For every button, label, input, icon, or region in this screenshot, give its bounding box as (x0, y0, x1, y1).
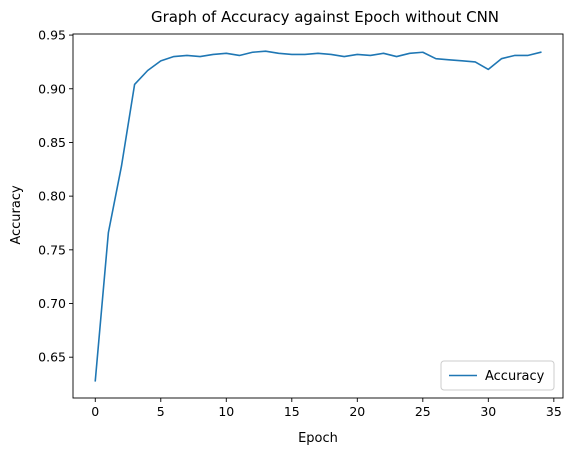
y-tick-label: 0.65 (38, 350, 66, 365)
x-tick-label: 20 (349, 404, 365, 419)
series-line-accuracy (94, 50, 542, 382)
x-tick-label: 0 (91, 404, 99, 419)
plot-area: 0 5 10 15 20 25 30 35 0.65 0.70 0.75 0.80 0.85 0.90 0.… (38, 28, 564, 419)
x-tick-label: 5 (157, 404, 165, 419)
x-tick-label: 25 (415, 404, 431, 419)
x-tick-label: 35 (546, 404, 562, 419)
chart-title: Graph of Accuracy against Epoch without … (151, 8, 499, 26)
legend: Accuracy (440, 360, 555, 391)
y-axis-label: Accuracy (9, 185, 24, 245)
y-tick-label: 0.95 (38, 28, 66, 43)
x-tick-label: 30 (480, 404, 496, 419)
x-tick-label: 15 (284, 404, 300, 419)
legend-box (440, 360, 555, 391)
legend-label: Accuracy (485, 369, 545, 384)
x-tick-label: 10 (218, 404, 234, 419)
x-axis-label: Epoch (298, 431, 338, 446)
y-tick-label: 0.85 (38, 135, 66, 150)
y-tick-label: 0.70 (38, 296, 66, 311)
y-tick-label: 0.75 (38, 242, 66, 257)
axes-frame (72, 33, 564, 399)
y-tick-label: 0.80 (38, 189, 66, 204)
y-tick-label: 0.90 (38, 81, 66, 96)
